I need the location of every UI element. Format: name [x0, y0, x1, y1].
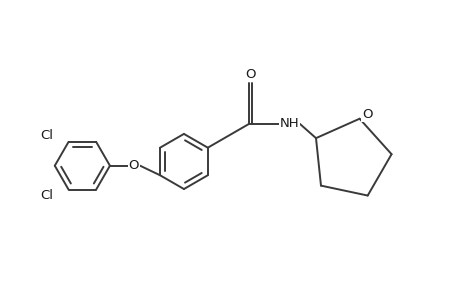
- Text: O: O: [128, 159, 139, 172]
- Text: O: O: [245, 68, 255, 81]
- Text: NH: NH: [280, 117, 299, 130]
- Text: Cl: Cl: [40, 189, 53, 203]
- Text: Cl: Cl: [40, 129, 53, 142]
- Text: O: O: [361, 109, 372, 122]
